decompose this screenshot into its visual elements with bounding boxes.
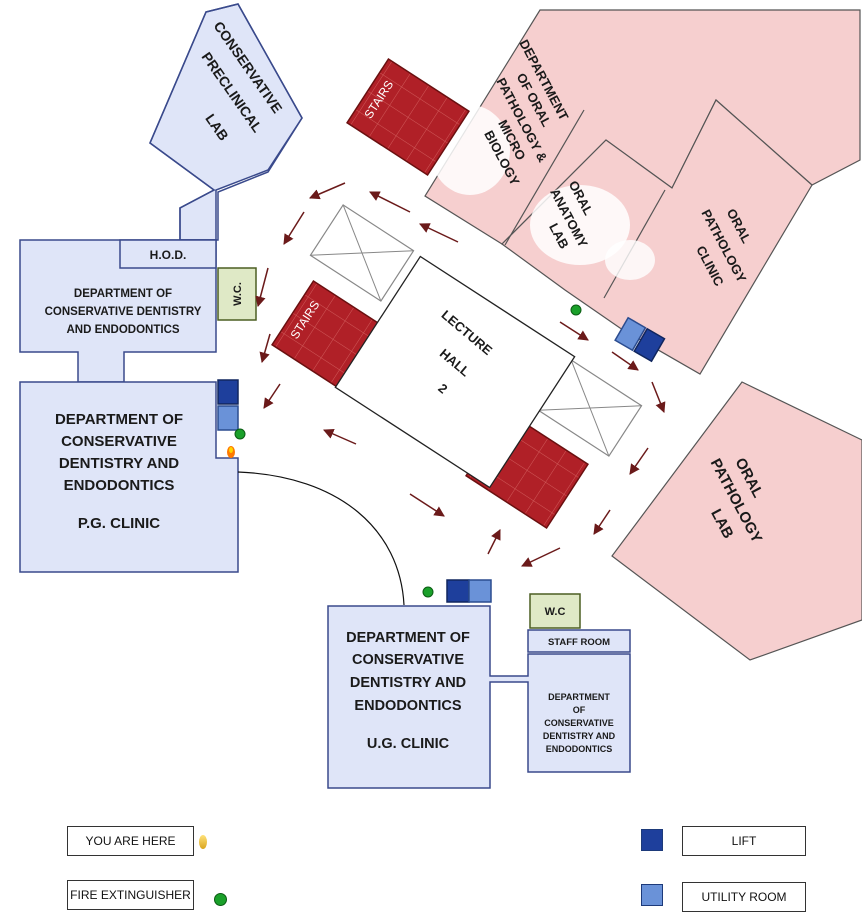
pink-wing <box>424 9 861 375</box>
room-label: ENDODONTICS <box>64 477 175 494</box>
room-label: AND ENDODONTICS <box>66 324 179 336</box>
room-label: DEPARTMENT <box>548 692 610 702</box>
arrow <box>263 383 281 409</box>
utility-room-icon <box>614 316 647 352</box>
void-left <box>309 204 415 302</box>
arrow <box>559 321 589 341</box>
wc-label: W.C <box>545 606 566 618</box>
legend-lift: LIFT <box>682 826 806 856</box>
you-are-here-icon <box>199 835 207 849</box>
fire-extinguisher-icon <box>214 893 227 906</box>
utility-room-icon <box>217 405 239 431</box>
arrow <box>651 381 666 413</box>
room-label: DENTISTRY AND <box>59 455 179 472</box>
room-label: DEPARTMENT OF <box>346 630 470 646</box>
arrow <box>309 182 346 200</box>
stairs-top[interactable]: STAIRS <box>346 57 470 177</box>
hod-label: H.O.D. <box>150 248 187 262</box>
legend-you-are-here: YOU ARE HERE <box>67 826 194 856</box>
room-label: CONSERVATIVE <box>352 652 464 668</box>
staff-room-label: STAFF ROOM <box>548 637 610 648</box>
room-lecture-hall-2[interactable] <box>334 255 576 489</box>
room-label: ENDODONTICS <box>354 698 461 714</box>
room-label: CONSERVATIVE <box>544 718 614 728</box>
lift-icon <box>641 829 663 851</box>
room-staff-room[interactable]: STAFF ROOM <box>527 629 631 653</box>
utility-room-icon <box>641 884 663 906</box>
legend-label: YOU ARE HERE <box>85 834 176 848</box>
arrow <box>419 223 459 243</box>
room-label: CONSERVATIVE DENTISTRY <box>45 306 202 318</box>
arrow <box>369 191 411 213</box>
room-dept-conservative-small: DEPARTMENT OF CONSERVATIVE DENTISTRY AND… <box>543 692 616 754</box>
lift-icon <box>217 379 239 405</box>
fire-extinguisher-icon <box>422 586 434 598</box>
room-label: CONSERVATIVE <box>61 433 177 450</box>
room-conservative-preclinical-lab[interactable]: CONSERVATIVE PRECLINICAL LAB <box>149 3 303 241</box>
room-label: OF <box>573 705 586 715</box>
arrow <box>409 493 445 517</box>
arrow <box>323 428 357 445</box>
arrow <box>593 509 611 535</box>
fire-extinguisher-icon <box>570 304 582 316</box>
room-label: DENTISTRY AND <box>350 675 466 691</box>
room-label: ENDODONTICS <box>546 744 613 754</box>
lift-icon <box>633 327 666 363</box>
room-ug-clinic[interactable]: DEPARTMENT OF CONSERVATIVE DENTISTRY AND… <box>327 605 631 789</box>
you-are-here-icon <box>227 446 235 458</box>
room-pg-clinic[interactable]: DEPARTMENT OF CONSERVATIVE DENTISTRY AND… <box>19 381 239 573</box>
legend-label: FIRE EXTINGUISHER <box>70 888 191 902</box>
lift-icon <box>446 579 470 603</box>
room-label: DEPARTMENT OF <box>55 411 183 428</box>
door-swing <box>237 471 405 606</box>
direction-arrows <box>255 182 666 567</box>
room-hod[interactable] <box>119 239 217 269</box>
room-wc-left[interactable]: W.C. <box>217 267 257 321</box>
room-label: U.G. CLINIC <box>367 736 450 752</box>
legend-label: LIFT <box>731 834 757 848</box>
arrow <box>521 547 561 567</box>
arrow <box>259 333 271 364</box>
arrow <box>283 211 305 245</box>
utility-room-icon <box>468 579 492 603</box>
room-label: DENTISTRY AND <box>543 731 616 741</box>
room-label: DEPARTMENT OF <box>74 288 172 300</box>
wc-label: W.C. <box>232 282 244 306</box>
room-oral-pathology-lab[interactable]: ORAL PATHOLOGY LAB <box>611 381 862 661</box>
arrow <box>487 529 501 555</box>
room-label: P.G. CLINIC <box>78 515 160 532</box>
arrow <box>629 447 649 475</box>
fire-extinguisher-icon <box>234 428 246 440</box>
arrow <box>255 267 269 308</box>
room-wc-bottom[interactable]: W.C <box>529 593 581 629</box>
legend-label: UTILITY ROOM <box>701 890 787 904</box>
room-dept-conservative-top[interactable]: H.O.D. DEPARTMENT OF CONSERVATIVE DENTIS… <box>19 239 217 383</box>
arrow <box>611 351 639 371</box>
legend-fire-extinguisher: FIRE EXTINGUISHER <box>67 880 194 910</box>
room-dept-oral-pathology[interactable]: DEPARTMENT OF ORAL PATHOLOGY & MICRO BIO… <box>481 37 571 188</box>
legend-utility-room: UTILITY ROOM <box>682 882 806 912</box>
